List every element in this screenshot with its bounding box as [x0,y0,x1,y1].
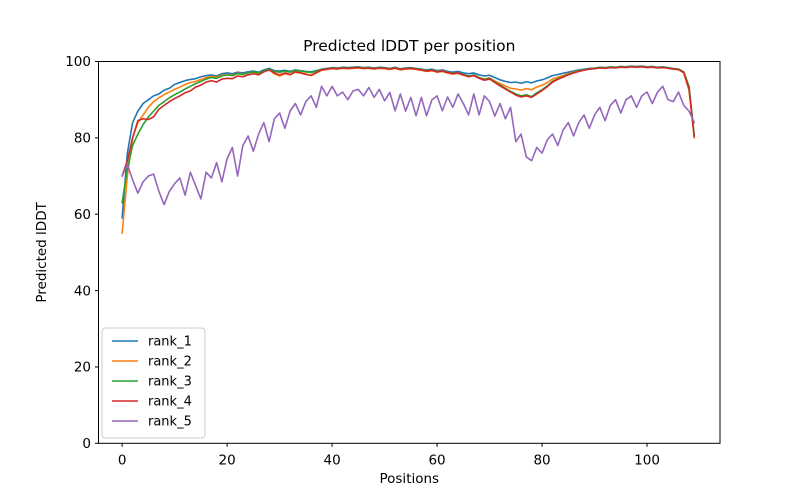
x-tick-label: 0 [118,452,127,468]
x-axis-label: Positions [379,471,439,487]
legend-frame [101,327,206,439]
y-axis-label: Predicted lDDT [34,201,50,302]
y-tick-label: 20 [74,360,91,376]
legend: rank_1 rank_2 rank_3 rank_4 rank_5 [101,327,206,439]
y-tick-label: 80 [74,131,91,147]
x-tick-label: 100 [634,452,660,468]
legend-label-rank_2: rank_2 [148,355,192,370]
x-tick-label: 80 [533,452,550,468]
y-tick-label: 100 [65,54,91,70]
legend-label-rank_4: rank_4 [148,395,192,410]
x-tick-label: 20 [219,452,236,468]
axes-spines [98,61,721,444]
y-tick-label: 0 [82,436,91,452]
plot-area: 0 20 40 60 80 100 0 20 40 60 80 100 [65,54,721,468]
legend-label-rank_5: rank_5 [148,415,192,430]
y-tick-label: 60 [74,207,91,223]
y-tick-label: 40 [74,283,91,299]
x-tick-label: 40 [323,452,340,468]
series-line-rank_3 [121,65,696,204]
series-line-rank_1 [121,65,696,219]
legend-label-rank_3: rank_3 [148,375,192,390]
series-line-rank_2 [121,65,696,235]
series-line-rank_5 [121,85,696,206]
x-tick-label: 60 [428,452,445,468]
legend-label-rank_1: rank_1 [148,335,192,350]
chart-title: Predicted lDDT per position [303,37,515,55]
series-line-rank_4 [121,66,696,177]
